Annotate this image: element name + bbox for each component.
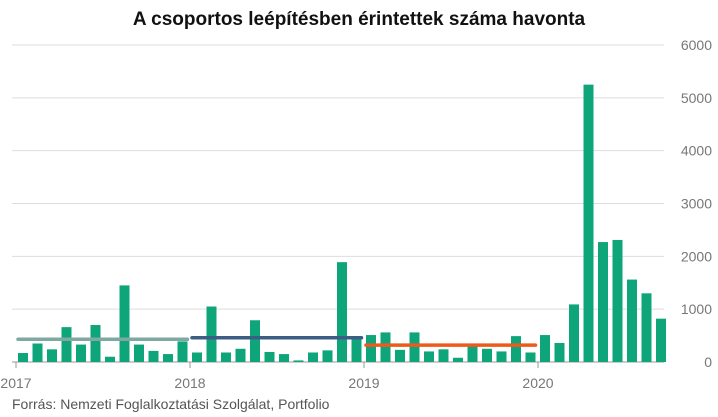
- bar: [554, 342, 565, 362]
- bar: [235, 348, 246, 362]
- bar: [540, 335, 550, 362]
- bar: [177, 341, 188, 362]
- bar: [656, 318, 666, 362]
- y-axis-ticks: 0 1000 2000 3000 4000 5000 6000: [681, 37, 712, 370]
- bar: [583, 84, 594, 362]
- y-tick-label: 1000: [681, 301, 712, 317]
- bar: [61, 327, 72, 362]
- bar: [221, 352, 231, 362]
- bar: [250, 320, 260, 362]
- bar: [192, 352, 202, 362]
- bar: [119, 285, 130, 362]
- x-axis-ticks: 2017 2018 2019 2020: [0, 362, 554, 391]
- bar: [47, 349, 57, 362]
- bar: [322, 350, 333, 362]
- x-tick-label: 2018: [174, 375, 205, 391]
- y-tick-label: 3000: [681, 196, 712, 212]
- bar: [380, 332, 391, 362]
- x-tick-label: 2020: [522, 375, 553, 391]
- bar: [482, 348, 492, 362]
- y-tick-label: 6000: [681, 37, 712, 53]
- bar: [409, 332, 420, 362]
- bar: [525, 352, 536, 362]
- bar: [366, 335, 376, 362]
- bar: [148, 350, 159, 362]
- bar: [627, 279, 637, 362]
- bar: [641, 293, 652, 362]
- bar: [293, 360, 304, 362]
- y-tick-label: 4000: [681, 143, 712, 159]
- bar: [18, 353, 28, 362]
- bar: [337, 262, 347, 362]
- bar: [569, 304, 579, 362]
- bar: [279, 354, 289, 362]
- reference-lines: [16, 335, 538, 347]
- chart-title: A csoportos leépítésben érintettek száma…: [132, 9, 586, 30]
- y-tick-label: 2000: [681, 248, 712, 264]
- bar: [496, 351, 507, 362]
- bar: [308, 352, 318, 362]
- y-tick-label: 5000: [681, 90, 712, 106]
- bar: [163, 354, 173, 362]
- bars: [18, 84, 666, 362]
- bar: [105, 356, 115, 362]
- bar: [612, 239, 623, 362]
- bar: [76, 344, 86, 362]
- y-tick-label: 0: [704, 354, 712, 370]
- x-tick-label: 2017: [0, 375, 31, 391]
- bar: [453, 357, 463, 362]
- chart-source: Forrás: Nemzeti Foglalkoztatási Szolgála…: [12, 396, 330, 412]
- bar: [395, 349, 405, 362]
- bar: [438, 349, 449, 362]
- bar: [264, 351, 275, 362]
- bar: [351, 339, 362, 362]
- x-tick-label: 2019: [348, 375, 379, 391]
- bar: [467, 346, 478, 362]
- bar: [424, 351, 434, 362]
- bar: [90, 325, 101, 362]
- bar: [32, 343, 43, 362]
- bar: [206, 306, 217, 362]
- bar: [511, 336, 521, 362]
- bar: [598, 242, 608, 362]
- bar: [134, 344, 144, 362]
